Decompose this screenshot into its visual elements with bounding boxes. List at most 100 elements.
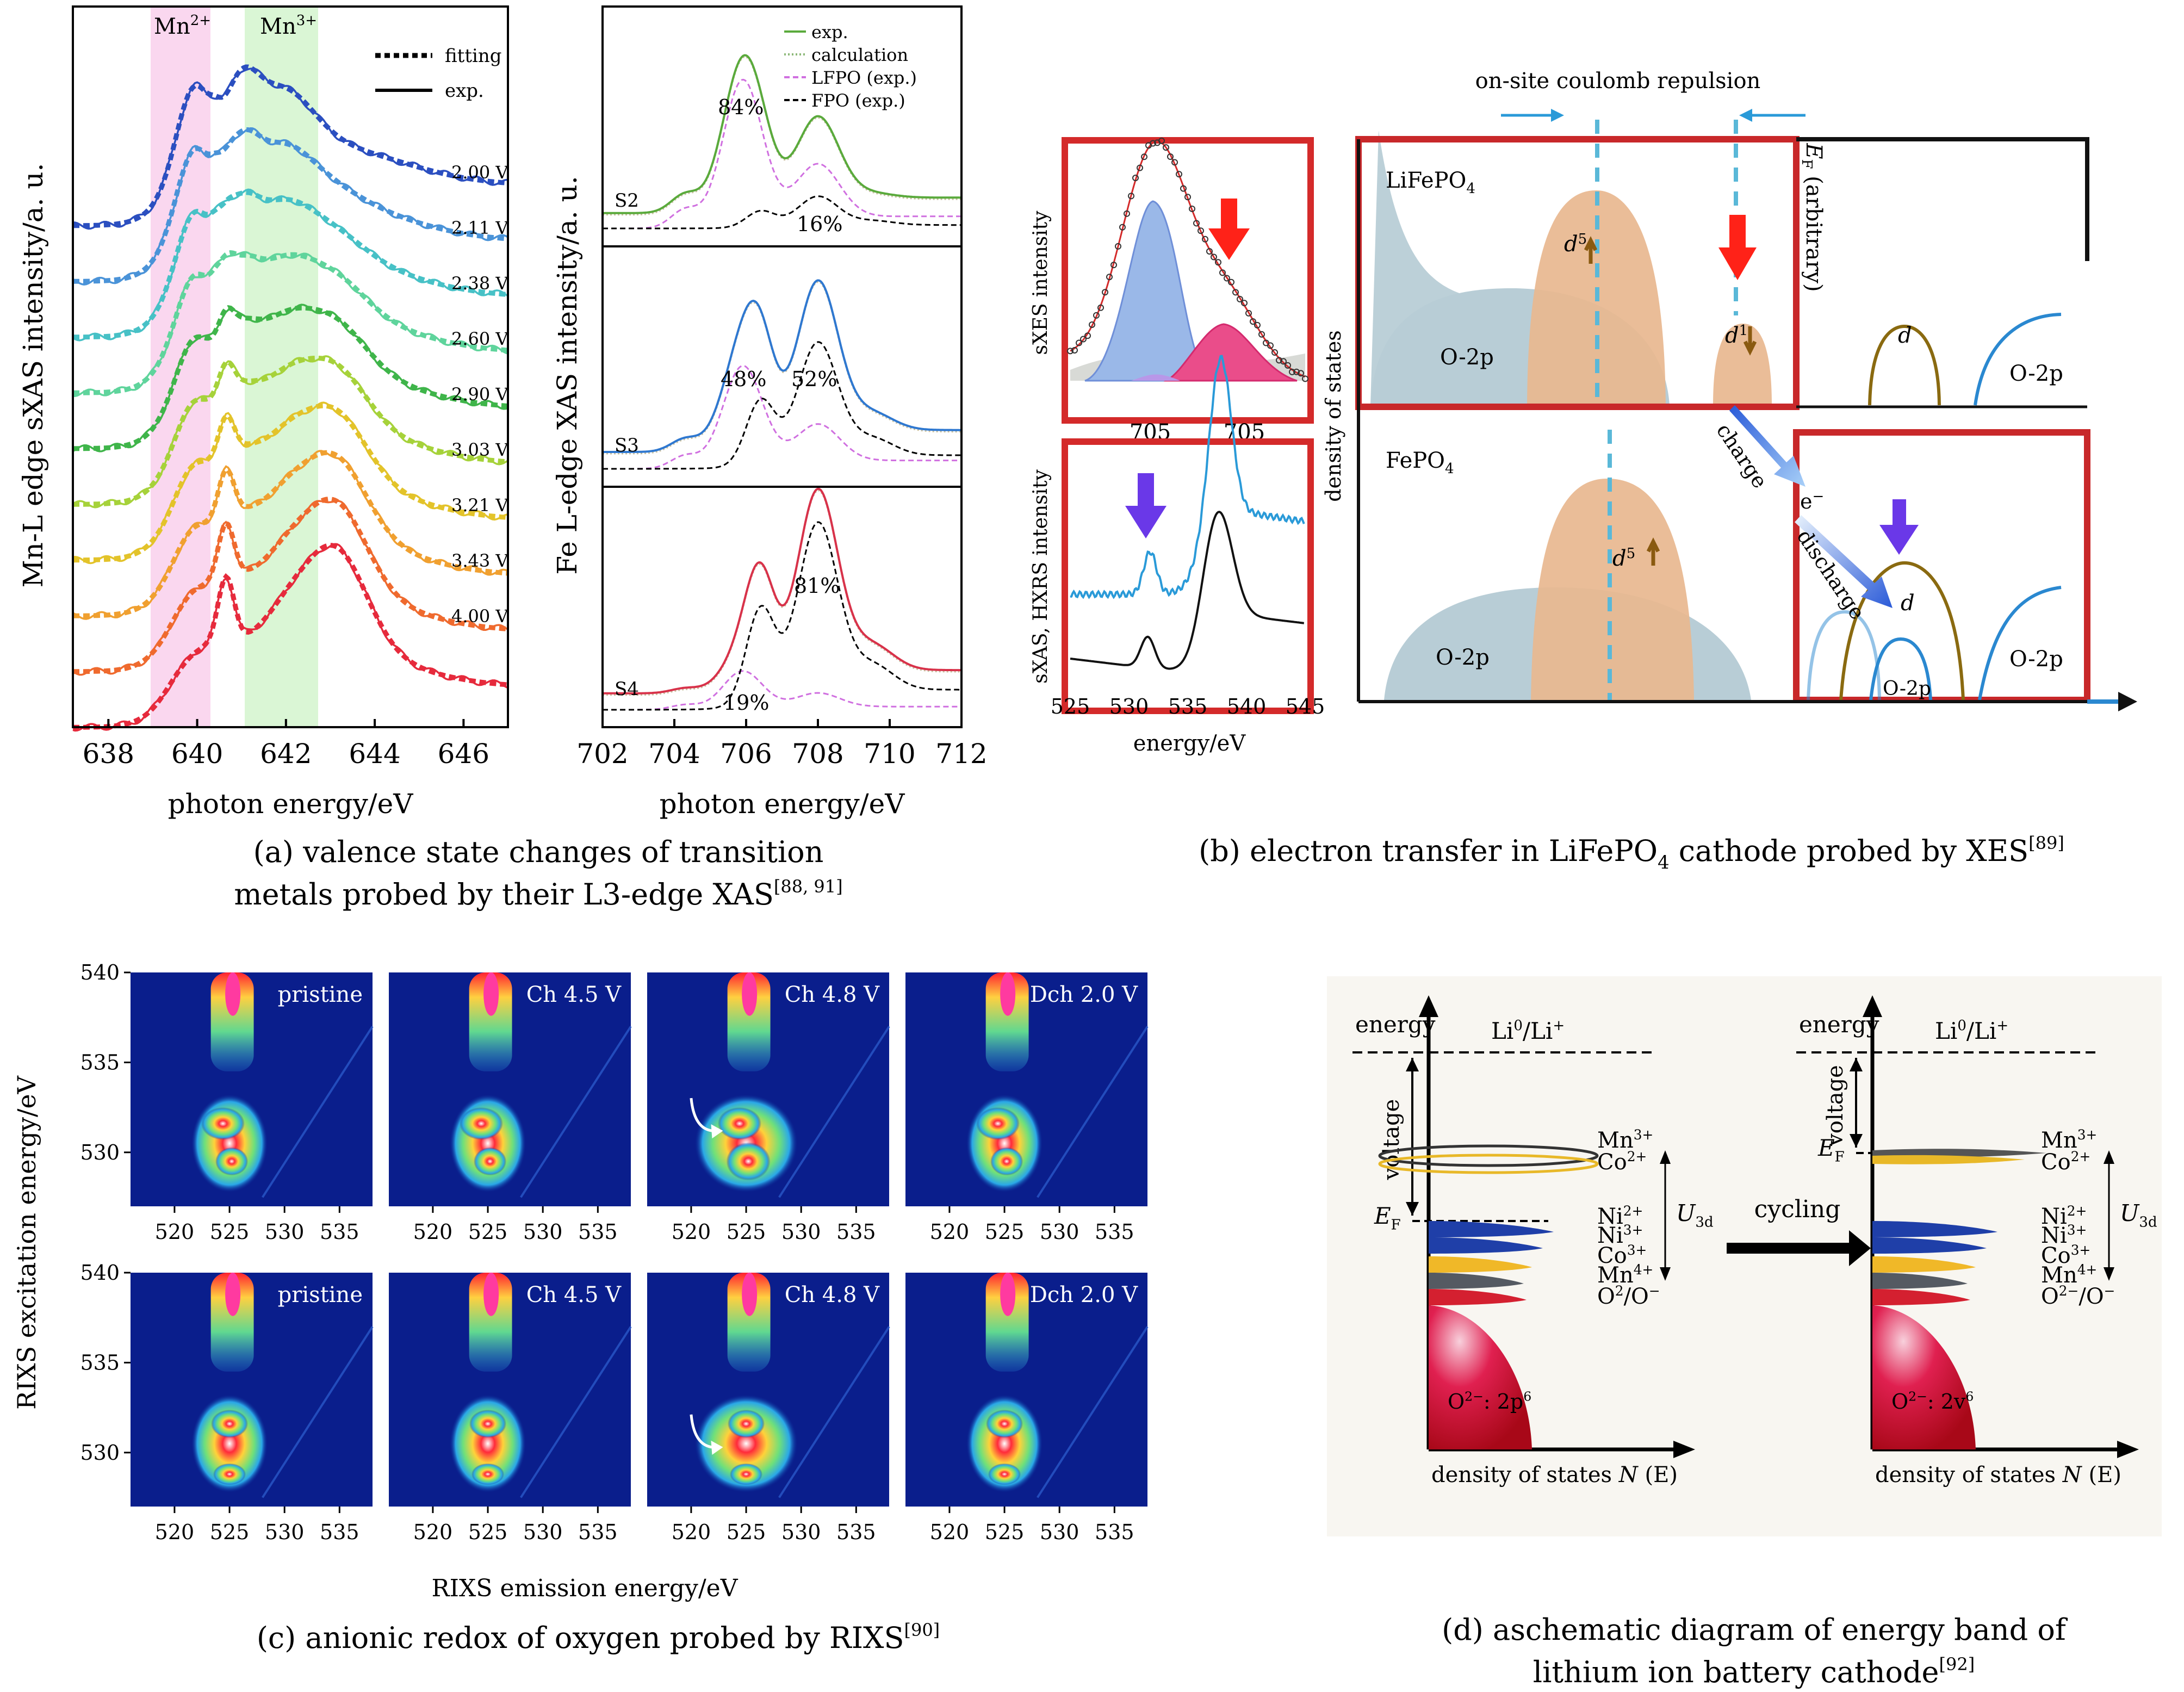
svg-text:(a) valence state changes of t: (a) valence state changes of transition [253, 835, 824, 869]
d-upper-right: d [1898, 323, 1912, 348]
fe-s3-label: S3 [615, 435, 639, 456]
svg-text:metals probed by their L3-edge: metals probed by their L3-edge XAS[88, 9… [234, 876, 842, 912]
fe-s2-label: S2 [615, 190, 639, 212]
legend-calculation: calculation [811, 45, 908, 65]
sxes-point [1093, 312, 1100, 319]
band-label: Ni3+ [2041, 1222, 2087, 1248]
fe-curves [603, 54, 961, 711]
panel-a-caption: (a) valence state changes of transition … [234, 835, 842, 912]
exp-curve [603, 279, 961, 453]
rixs-xtick-label: 520 [155, 1520, 195, 1544]
mn-exp-curve [72, 67, 508, 230]
lfpo-curve [603, 78, 961, 230]
rixs-xtick-label: 535 [836, 1520, 876, 1544]
energy-label: energy [1799, 1011, 1879, 1038]
sxas-xtick-label: 530 [1109, 695, 1149, 718]
mn-xtick-label: 646 [438, 738, 489, 770]
sxes-inset: 705 705 sXES intensity [1029, 137, 1314, 445]
mn3-label: Mn3+ [260, 13, 317, 39]
rixs-xtick-label: 535 [836, 1220, 876, 1244]
sxes-point [1171, 159, 1178, 166]
mn-fit-curve [72, 64, 508, 228]
rixs-map-0-2: Ch 4.8 V 520 525 530 535 [647, 972, 890, 1244]
sxes-point [1084, 332, 1091, 339]
rixs-xtick-label: 530 [781, 1220, 821, 1244]
sxas-curve [1070, 355, 1305, 599]
mn-exp-curve [72, 188, 509, 342]
band-label: O2−/O− [2041, 1283, 2115, 1309]
mn-exp-curve [72, 500, 509, 676]
svg-text:cycling: cycling [1754, 1195, 1841, 1223]
rixs-xtick-label: 530 [265, 1220, 305, 1244]
sxes-point [1267, 342, 1274, 349]
rixs-label: Ch 4.5 V [526, 982, 622, 1007]
band-label: Co2+ [1597, 1149, 1647, 1175]
band-label: Mn3+ [2041, 1127, 2097, 1153]
rixs-maps: pristine 520 525 530 535 540 535 530 Ch 4.5 V 520… [80, 960, 1149, 1544]
rixs-xtick-label: 520 [155, 1220, 195, 1244]
sxes-point [1106, 274, 1113, 281]
sxes-point [1250, 318, 1256, 325]
band-label: Co3+ [2041, 1242, 2090, 1268]
fpo-curve [603, 195, 961, 230]
hxrs-curve [1070, 511, 1304, 670]
band-label: Co2+ [2041, 1149, 2090, 1175]
rixs-xtick-label: 530 [781, 1520, 821, 1544]
lfpo-curve [603, 670, 961, 711]
rixs-xtick-label: 530 [523, 1520, 563, 1544]
rixs-xtick-label: 520 [930, 1220, 970, 1244]
sxes-point [1280, 358, 1287, 365]
sxes-point [1176, 171, 1182, 178]
fe-ylabel: Fe L-edge XAS intensity/a. u. [551, 176, 583, 574]
mn-exp-curve [72, 543, 508, 732]
charge-label: charge [1712, 419, 1772, 492]
mn-fit-curve [72, 497, 508, 674]
band-label: Ni2+ [2041, 1203, 2087, 1229]
ef-arbitrary: EF (arbitrary) [1798, 142, 1826, 292]
rixs-map-0-0: pristine 520 525 530 535 540 535 530 [80, 960, 374, 1244]
sxes-point [1115, 243, 1121, 250]
o2p-lower-mid: O-2p [1883, 678, 1931, 700]
rixs-xtick-label: 535 [578, 1520, 618, 1544]
sxas-ylabel: sXAS, HXRS intensity [1029, 469, 1052, 683]
sxes-data-points [1067, 137, 1308, 382]
fe-s2-pct-b: 16% [797, 212, 842, 236]
rixs-map-1-2: Ch 4.8 V 520 525 530 535 [647, 1272, 890, 1544]
rixs-xtick-label: 525 [468, 1220, 508, 1244]
panel-b-caption: (b) electron transfer in LiFePO4 cathode… [1199, 833, 2064, 873]
legend-fpo: FPO (exp.) [811, 90, 905, 111]
fe-xtick-label: 702 [576, 738, 628, 770]
sxes-point [1198, 227, 1204, 234]
rixs-label: Ch 4.8 V [785, 982, 880, 1007]
rixs-ytick-label: 540 [80, 960, 120, 984]
band-label: Ni2+ [1597, 1203, 1643, 1229]
coulomb-label: on-site coulomb repulsion [1475, 69, 1761, 94]
rixs-xtick-label: 535 [1095, 1520, 1134, 1544]
sxes-point [1128, 193, 1134, 200]
exp-curve [603, 54, 961, 214]
fe-s3-pct-b: 52% [791, 367, 837, 391]
sxes-point [1232, 289, 1239, 296]
voltage-label: 3.03 V [451, 439, 508, 460]
mn-xtick-label: 642 [260, 738, 312, 770]
mn-xtick-label: 638 [83, 738, 134, 770]
mn-voltage-labels: 2.00 V 2.11 V 2.38 V 2.60 V 2.90 V 3.03 V 3.21… [451, 162, 508, 627]
legend-lfpo: LFPO (exp.) [811, 67, 917, 88]
fepo4-label: FePO4 [1386, 448, 1454, 477]
fe-legend: exp. calculation LFPO (exp.) FPO (exp.) [784, 22, 917, 111]
fe-xtick-label: 710 [864, 738, 915, 770]
fpo-curve [603, 521, 961, 711]
band-label: O2−: 2p6 [1448, 1389, 1531, 1414]
fe-plot-frame [601, 5, 963, 728]
rixs-xtick-label: 525 [210, 1220, 250, 1244]
voltage-label: 4.00 V [451, 606, 508, 627]
rixs-xtick-label: 525 [985, 1220, 1025, 1244]
sxas-xtick-label: 540 [1227, 695, 1267, 718]
dos-ylabel: density of states [1321, 330, 1345, 501]
rixs-xtick-label: 530 [1040, 1220, 1079, 1244]
d1-label: d1 [1725, 323, 1748, 348]
rixs-label: pristine [278, 982, 363, 1007]
sxas-inset: 525 530 535 540 545 energy/eV sXAS, HXRS int… [1029, 355, 1325, 756]
panel-d-caption: (d) aschematic diagram of energy band of… [1442, 1613, 2068, 1689]
